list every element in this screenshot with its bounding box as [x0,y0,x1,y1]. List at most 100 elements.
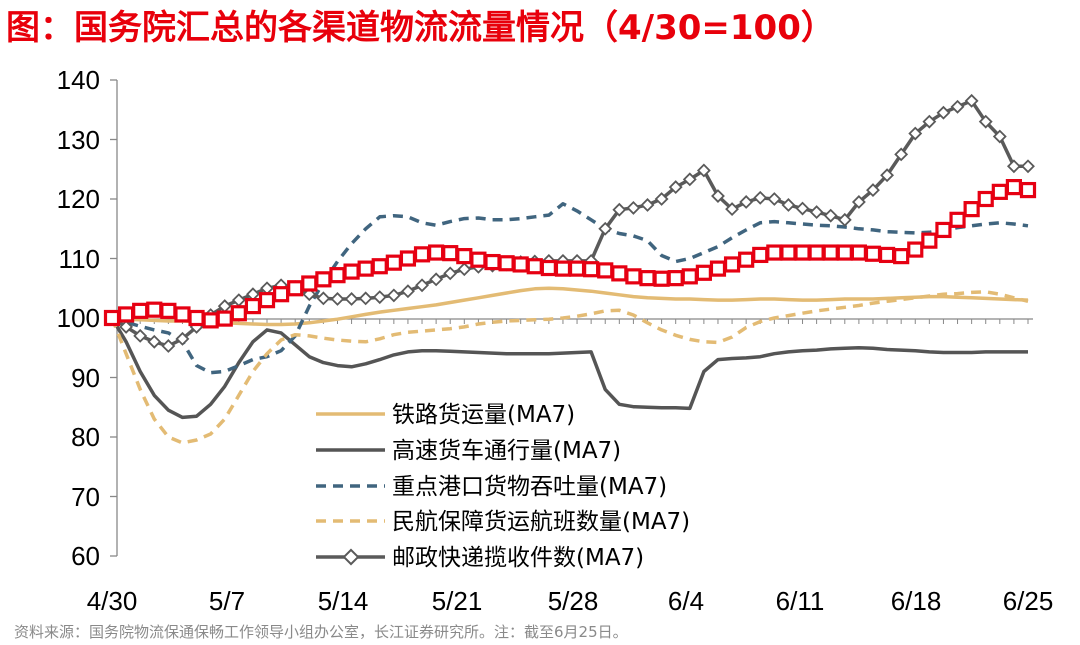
data-point-diamond [837,212,852,227]
data-point-diamond [696,163,711,178]
data-point-square [1005,179,1023,196]
data-point-square [230,305,247,322]
data-point-square [202,312,219,329]
y-tick-label: 120 [57,184,100,214]
data-point-square [907,241,924,258]
data-point-diamond [711,189,725,203]
data-point-square [287,280,304,297]
data-point-diamond [992,129,1007,144]
y-tick-label: 110 [59,244,100,274]
series-line-port-throughput [111,202,1029,375]
data-point-square [864,245,882,262]
data-point-square [738,251,755,268]
data-point-square [667,270,684,287]
data-point-diamond [344,292,359,306]
data-point-diamond [443,266,458,281]
legend-label-postal-parcels: 邮政快递揽收件数(MA7) [392,545,644,571]
data-point-diamond [654,192,669,206]
data-point-diamond [781,198,796,212]
x-tick-label: 6/25 [1003,586,1054,616]
y-tick-label: 60 [71,541,100,571]
data-point-diamond [1021,159,1035,174]
data-point-square [442,245,459,262]
x-tick-label: 6/4 [668,586,704,616]
data-point-square [132,302,149,319]
data-point-square [681,268,698,285]
data-point-square [695,264,712,281]
y-tick-label: 140 [57,65,100,95]
y-tick-label: 100 [57,303,100,333]
data-point-square [935,221,952,239]
series-layer [103,93,1037,445]
x-tick-label: 6/18 [891,586,942,616]
data-point-square [146,301,163,318]
data-point-square [301,275,318,292]
data-point-square [653,270,670,287]
data-point-diamond [401,284,415,299]
data-point-square [484,253,501,271]
data-point-square [315,271,332,288]
data-point-square [174,306,191,323]
data-point-diamond [612,202,627,217]
data-point-square [822,244,839,261]
data-point-square [893,248,910,265]
data-point-square [329,267,346,284]
data-point-diamond [964,93,979,108]
data-point-diamond [866,183,880,198]
data-point-square [709,260,727,277]
data-point-diamond [245,287,260,302]
series-line-highway-trucks [110,317,1028,420]
x-tick-marks [111,319,1029,324]
data-point-square [160,302,177,319]
data-point-square [343,263,360,280]
data-point-diamond [880,168,895,183]
data-point-diamond [668,180,683,195]
data-point-square [371,258,388,275]
data-point-square [723,256,741,273]
x-axis: 4/30 5/7 5/14 5/21 5/28 6/4 6/11 6/18 6/… [87,318,1054,616]
data-point-diamond [936,105,951,120]
x-tick-label: 5/21 [432,586,483,616]
x-tick-label: 5/14 [318,586,369,616]
data-point-diamond [330,292,345,306]
data-point-square [963,201,980,218]
x-tick-label: 5/28 [548,586,599,616]
data-point-square [780,244,797,261]
data-point-square [103,309,121,327]
y-tick-label: 70 [71,482,100,512]
data-point-square [850,244,867,261]
data-point-square [244,298,262,315]
x-tick-label: 6/11 [776,586,825,616]
data-point-square [413,246,431,263]
data-point-square [808,244,825,261]
data-point-diamond [161,339,176,353]
series-line-rail-freight [111,286,1029,327]
data-point-diamond [386,288,401,303]
legend-label-rail-freight: 铁路货运量(MA7) [392,402,575,428]
data-point-square [385,254,402,271]
series-postal-parcels [105,93,1035,353]
data-point-diamond [372,290,387,305]
series-line-air-cargo-flights [110,290,1029,445]
source-note: 资料来源：国务院物流保通保畅工作领导小组办公室，长江证券研究所。注：截至6月25… [14,623,628,641]
data-point-square [766,244,783,261]
x-tick-label: 4/30 [87,586,138,616]
data-point-square [794,244,811,261]
data-point-square [554,260,572,277]
data-point-square [625,268,642,285]
data-point-diamond [1006,159,1021,174]
series-highway-trucks [110,317,1028,420]
series-air-cargo-flights [110,290,1029,445]
data-point-diamond [795,201,810,216]
data-point-diamond [908,126,923,141]
data-point-diamond [809,205,824,220]
data-point-square [639,270,656,287]
data-point-diamond [358,291,373,306]
data-point-diamond [753,190,768,205]
data-point-diamond [922,114,937,129]
data-point-square [949,211,966,228]
data-point-square [188,309,205,327]
data-point-diamond [119,319,134,334]
data-point-diamond [640,198,655,212]
data-point-diamond [894,147,909,162]
